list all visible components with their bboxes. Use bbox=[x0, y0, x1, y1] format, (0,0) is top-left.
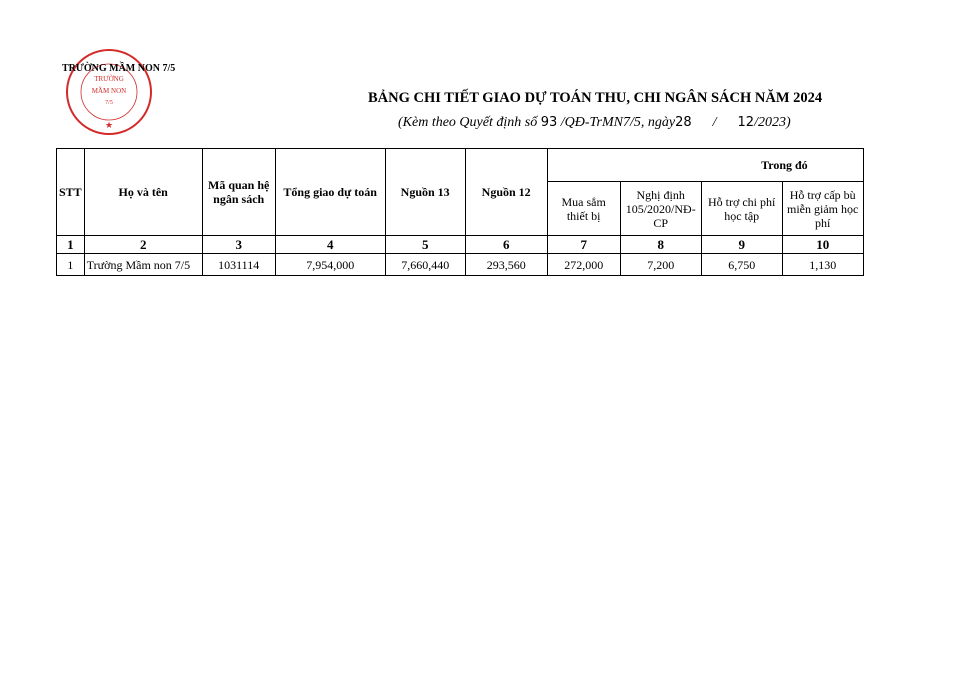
cell-decree: 7,200 bbox=[619, 253, 702, 276]
subtitle-end: /2023) bbox=[754, 115, 791, 130]
col-number: 4 bbox=[274, 235, 386, 254]
decision-day: 28 bbox=[675, 115, 692, 130]
header-source-12: Nguồn 12 bbox=[464, 148, 548, 236]
header-budget-code: Mã quan hệ ngân sách bbox=[201, 148, 276, 236]
cell-total: 7,954,000 bbox=[274, 253, 386, 276]
header-name: Họ và tên bbox=[83, 148, 203, 236]
decision-number: 93 bbox=[540, 115, 558, 130]
svg-text:7/5: 7/5 bbox=[105, 100, 113, 106]
cell-name: Trường Mầm non 7/5 bbox=[83, 253, 203, 276]
cell-study-support: 6,750 bbox=[700, 253, 783, 276]
header-stt: STT bbox=[56, 148, 85, 236]
col-number: 2 bbox=[83, 235, 203, 254]
header-total: Tổng giao dự toán bbox=[274, 148, 386, 236]
col-number: 3 bbox=[201, 235, 276, 254]
document-subtitle: (Kèm theo Quyết định số 93 /QĐ-TrMN7/5, … bbox=[398, 115, 791, 131]
table-row: 1 Trường Mầm non 7/5 1031114 7,954,000 7… bbox=[56, 253, 864, 276]
subtitle-prefix: (Kèm theo Quyết định số bbox=[398, 115, 538, 130]
budget-table: STT Họ và tên Mã quan hệ ngân sách Tổng … bbox=[56, 148, 864, 276]
col-number: 7 bbox=[546, 235, 621, 254]
svg-text:MẦM NON: MẦM NON bbox=[92, 87, 126, 95]
col-number: 1 bbox=[56, 235, 85, 254]
subheader-decree: Nghị định 105/2020/NĐ-CP bbox=[619, 181, 702, 236]
subheader-equipment: Mua sắm thiết bị bbox=[546, 181, 621, 236]
subtitle-mid: /QĐ-TrMN7/5, ngày bbox=[560, 115, 676, 130]
cell-tuition-support: 1,130 bbox=[781, 253, 864, 276]
cell-budget-code: 1031114 bbox=[201, 253, 276, 276]
col-number: 8 bbox=[619, 235, 702, 254]
decision-month: 12 bbox=[737, 115, 755, 130]
date-separator: / bbox=[712, 115, 717, 130]
svg-text:TRƯỜNG: TRƯỜNG bbox=[94, 75, 124, 83]
official-stamp: TRƯỜNG MẦM NON 7/5 ★ bbox=[66, 49, 152, 135]
col-number: 6 bbox=[464, 235, 548, 254]
header-group-of-which: Trong đó bbox=[546, 148, 864, 182]
subheader-tuition-support: Hỗ trợ cấp bù miễn giảm học phí bbox=[781, 181, 864, 236]
document-title: BẢNG CHI TIẾT GIAO DỰ TOÁN THU, CHI NGÂN… bbox=[368, 90, 823, 106]
col-number: 9 bbox=[700, 235, 783, 254]
col-number: 10 bbox=[781, 235, 864, 254]
cell-source-13: 7,660,440 bbox=[384, 253, 466, 276]
subheader-study-support: Hỗ trợ chi phí học tập bbox=[700, 181, 783, 236]
cell-source-12: 293,560 bbox=[464, 253, 548, 276]
column-number-row: 1 2 3 4 5 6 7 8 9 10 bbox=[56, 235, 864, 254]
cell-stt: 1 bbox=[56, 253, 85, 276]
cell-equipment: 272,000 bbox=[546, 253, 621, 276]
school-name: TRƯỜNG MẦM NON 7/5 bbox=[62, 63, 176, 74]
col-number: 5 bbox=[384, 235, 466, 254]
header-source-13: Nguồn 13 bbox=[384, 148, 466, 236]
svg-text:★: ★ bbox=[105, 120, 113, 130]
